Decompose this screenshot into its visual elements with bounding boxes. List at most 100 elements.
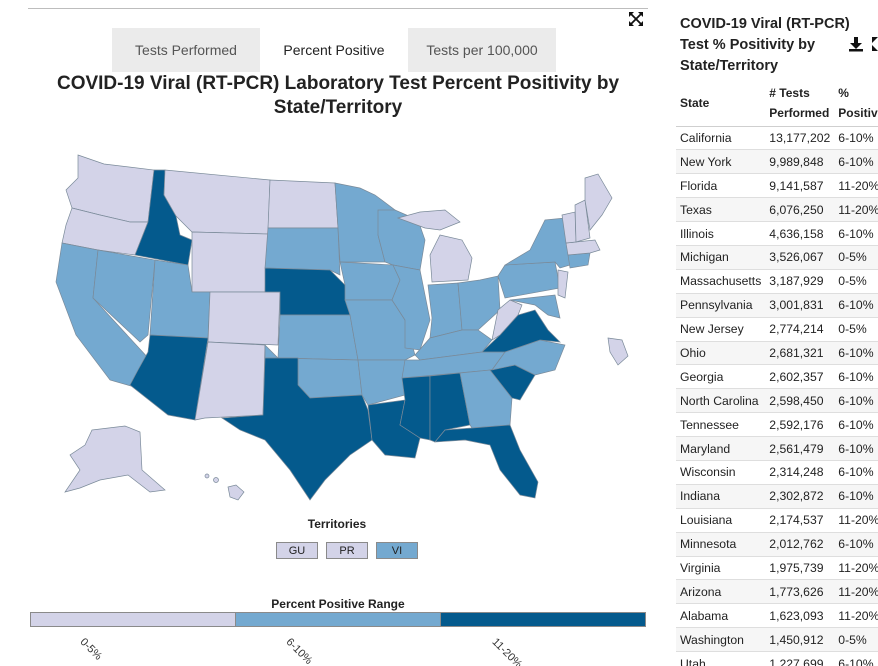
state-wy[interactable] bbox=[191, 231, 269, 293]
state-ak[interactable] bbox=[64, 425, 166, 493]
cell-state: North Carolina bbox=[676, 388, 766, 414]
us-map bbox=[55, 154, 629, 501]
state-ia[interactable] bbox=[339, 261, 401, 301]
cell-tests: 1,773,626 bbox=[765, 579, 835, 605]
state-sd[interactable] bbox=[264, 227, 341, 276]
tab-bar: Tests Performed Percent Positive Tests p… bbox=[112, 28, 556, 72]
expand-icon[interactable] bbox=[872, 36, 878, 52]
expand-arrows-icon[interactable] bbox=[628, 11, 644, 27]
state-hi-island-2[interactable] bbox=[204, 473, 210, 479]
state-az[interactable] bbox=[129, 334, 209, 421]
territory-gu[interactable]: GU bbox=[276, 542, 318, 559]
state-pa[interactable] bbox=[497, 261, 561, 299]
state-mi[interactable] bbox=[429, 234, 473, 283]
state-ks[interactable] bbox=[277, 314, 359, 361]
cell-pct: 11-20% bbox=[834, 579, 878, 605]
state-hi[interactable] bbox=[227, 484, 245, 501]
positivity-table: State # Tests Performed % Positive Calif… bbox=[676, 80, 878, 666]
state-tx[interactable] bbox=[220, 357, 373, 501]
state-co[interactable] bbox=[207, 291, 281, 346]
cell-pct: 6-10% bbox=[834, 221, 878, 246]
state-oh[interactable] bbox=[457, 275, 501, 331]
territory-vi[interactable]: VI bbox=[376, 542, 418, 559]
cell-state: Indiana bbox=[676, 484, 766, 509]
legend-swatch-11-20[interactable] bbox=[440, 613, 645, 626]
cell-pct: 11-20% bbox=[834, 508, 878, 533]
cell-state: Pennsylvania bbox=[676, 293, 766, 318]
tab-tests-per-100000[interactable]: Tests per 100,000 bbox=[408, 28, 556, 72]
cell-state: Georgia bbox=[676, 364, 766, 390]
cell-pct: 6-10% bbox=[834, 412, 878, 438]
header-pct[interactable]: % Positive bbox=[834, 80, 878, 127]
table-row: Ohio 2,681,321 6-10% bbox=[676, 341, 878, 366]
cell-state: Michigan bbox=[676, 245, 766, 270]
table-row: Tennessee 2,592,176 6-10% bbox=[676, 412, 878, 438]
table-row: Wisconsin 2,314,248 6-10% bbox=[676, 460, 878, 485]
legend-swatch-6-10[interactable] bbox=[235, 613, 440, 626]
cell-pct: 6-10% bbox=[834, 341, 878, 366]
state-ct[interactable] bbox=[567, 252, 591, 269]
state-nh[interactable] bbox=[574, 199, 591, 243]
table-row: Virginia 1,975,739 11-20% bbox=[676, 556, 878, 581]
cell-pct: 6-10% bbox=[834, 651, 878, 666]
cell-state: Tennessee bbox=[676, 412, 766, 438]
table-row: Alabama 1,623,093 11-20% bbox=[676, 603, 878, 629]
cell-pct: 11-20% bbox=[834, 173, 878, 199]
state-fl[interactable] bbox=[434, 424, 539, 499]
territory-pr[interactable]: PR bbox=[326, 542, 368, 559]
divider bbox=[28, 8, 648, 9]
state-dc[interactable] bbox=[607, 337, 629, 366]
cell-pct: 0-5% bbox=[834, 269, 878, 294]
state-wv[interactable] bbox=[491, 299, 523, 341]
state-il[interactable] bbox=[391, 264, 431, 351]
state-mt[interactable] bbox=[163, 169, 271, 235]
state-nd[interactable] bbox=[267, 179, 339, 229]
state-in[interactable] bbox=[427, 282, 463, 339]
legend-swatch-0-5[interactable] bbox=[31, 613, 235, 626]
state-hi-island[interactable] bbox=[213, 477, 219, 483]
cell-tests: 6,076,250 bbox=[765, 197, 835, 223]
cell-pct: 6-10% bbox=[834, 149, 878, 175]
cell-tests: 13,177,202 bbox=[765, 126, 835, 151]
cell-tests: 2,174,537 bbox=[765, 508, 835, 533]
cell-state: Ohio bbox=[676, 341, 766, 366]
cell-state: New York bbox=[676, 149, 766, 175]
cell-state: Washington bbox=[676, 627, 766, 653]
state-mi-upper[interactable] bbox=[396, 209, 461, 231]
cell-tests: 2,561,479 bbox=[765, 436, 835, 461]
tab-tests-performed[interactable]: Tests Performed bbox=[112, 28, 260, 72]
cell-pct: 6-10% bbox=[834, 436, 878, 461]
cell-tests: 2,592,176 bbox=[765, 412, 835, 438]
table-row: New York 9,989,848 6-10% bbox=[676, 149, 878, 175]
table-row: California 13,177,202 6-10% bbox=[676, 126, 878, 151]
state-nj[interactable] bbox=[557, 269, 569, 299]
state-ar[interactable] bbox=[357, 359, 406, 406]
state-ma[interactable] bbox=[565, 239, 601, 256]
cell-state: Wisconsin bbox=[676, 460, 766, 485]
legend-label-0-5: 0-5% bbox=[77, 636, 105, 663]
cell-state: Virginia bbox=[676, 556, 766, 581]
cell-pct: 6-10% bbox=[834, 388, 878, 414]
cell-tests: 1,227,699 bbox=[765, 651, 835, 666]
cell-tests: 2,302,872 bbox=[765, 484, 835, 509]
cell-tests: 1,450,912 bbox=[765, 627, 835, 653]
header-state[interactable]: State bbox=[676, 80, 766, 127]
header-tests[interactable]: # Tests Performed bbox=[765, 80, 835, 127]
cell-tests: 3,001,831 bbox=[765, 293, 835, 318]
state-nv[interactable] bbox=[92, 249, 156, 343]
cell-tests: 1,975,739 bbox=[765, 556, 835, 581]
table-row: Georgia 2,602,357 6-10% bbox=[676, 364, 878, 390]
cell-pct: 6-10% bbox=[834, 532, 878, 557]
state-me[interactable] bbox=[584, 173, 613, 231]
cell-state: California bbox=[676, 126, 766, 151]
table-row: North Carolina 2,598,450 6-10% bbox=[676, 388, 878, 414]
table-row: Pennsylvania 3,001,831 6-10% bbox=[676, 293, 878, 318]
tab-percent-positive[interactable]: Percent Positive bbox=[260, 28, 408, 72]
state-md[interactable] bbox=[509, 294, 561, 319]
table-header-row: State # Tests Performed % Positive bbox=[676, 80, 878, 127]
download-icon[interactable] bbox=[848, 36, 864, 52]
state-nm[interactable] bbox=[194, 341, 266, 421]
territories-row: GU PR VI bbox=[276, 542, 418, 559]
table-row: Arizona 1,773,626 11-20% bbox=[676, 579, 878, 605]
